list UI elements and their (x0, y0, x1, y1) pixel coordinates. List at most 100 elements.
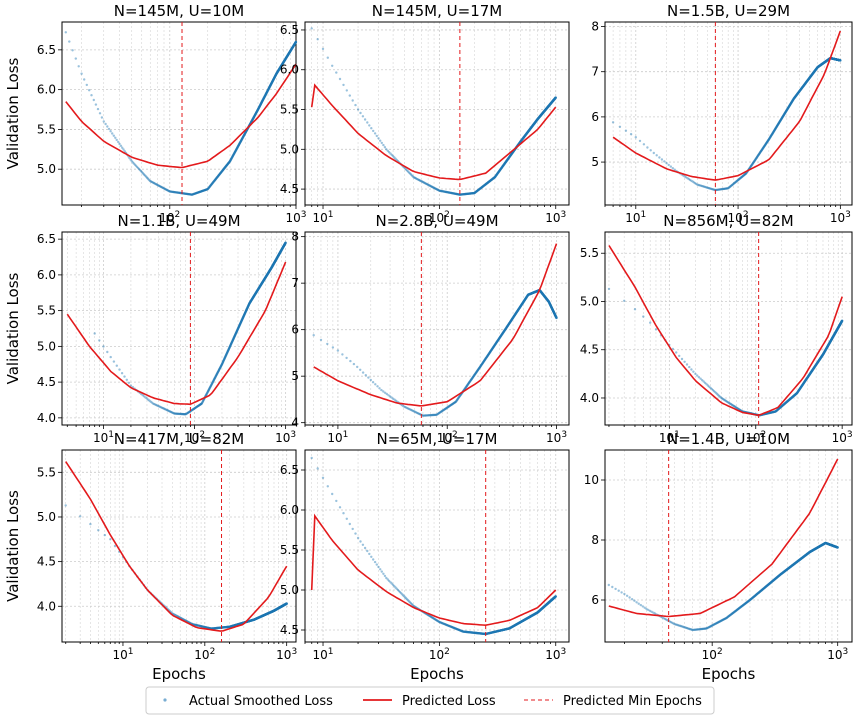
actual-loss-point (357, 108, 359, 110)
actual-loss-point (337, 349, 339, 351)
y-tick-label: 7 (591, 65, 599, 79)
y-tick-label: 6.0 (280, 63, 299, 77)
actual-loss-point (71, 49, 73, 51)
actual-loss-point (128, 382, 130, 384)
actual-loss-point (116, 365, 118, 367)
axes-frame (305, 232, 569, 425)
actual-loss-point (619, 126, 621, 128)
actual-loss-point (98, 339, 100, 341)
actual-loss-point (378, 387, 380, 389)
actual-loss-point (342, 84, 344, 86)
axes-frame (62, 232, 296, 425)
y-tick-label: 6 (591, 110, 599, 124)
actual-loss-point (311, 27, 313, 29)
actual-loss-point (110, 356, 112, 358)
actual-loss-point (345, 357, 347, 359)
actual-loss-point (359, 369, 361, 371)
actual-loss-point (90, 94, 92, 96)
actual-loss-point (365, 374, 367, 376)
y-tick-label: 4.5 (37, 375, 56, 389)
y-tick-label: 5.5 (280, 103, 299, 117)
actual-loss-point (109, 130, 111, 132)
actual-loss-point (555, 96, 557, 98)
predicted-loss-line (613, 31, 840, 180)
actual-loss-point (359, 112, 361, 114)
actual-loss-point (353, 363, 355, 365)
actual-loss-point (95, 103, 97, 105)
x-tick-label: 103 (285, 210, 306, 225)
actual-loss-point (317, 38, 319, 40)
actual-loss-point (75, 57, 77, 59)
actual-loss-point (379, 140, 381, 142)
actual-loss-point (368, 124, 370, 126)
actual-loss-point (656, 154, 658, 156)
actual-loss-point (672, 167, 674, 169)
y-tick-label: 4.5 (280, 182, 299, 196)
actual-loss-point (332, 346, 334, 348)
y-tick-label: 6.5 (37, 232, 56, 246)
actual-loss-point (295, 41, 297, 43)
actual-loss-point (366, 121, 368, 123)
actual-loss-point (384, 146, 386, 148)
actual-loss-point (356, 366, 358, 368)
actual-loss-point (108, 128, 110, 130)
y-tick-label: 6.0 (37, 83, 56, 97)
y-tick-label: 6 (291, 323, 299, 337)
actual-loss-point (372, 381, 374, 383)
actual-loss-point (80, 73, 82, 75)
actual-loss-point (114, 137, 116, 139)
subplot-title: N=1.5B, U=29M (667, 2, 790, 20)
subplot-title: N=145M, U=17M (372, 2, 502, 20)
y-tick-label: 6.5 (37, 43, 56, 57)
actual-loss-point (349, 94, 351, 96)
actual-loss-point (370, 379, 372, 381)
y-tick-label: 5 (591, 155, 599, 169)
actual-loss-point (117, 141, 119, 143)
actual-loss-point (335, 71, 337, 73)
actual-loss-point (341, 353, 343, 355)
actual-loss-point (653, 152, 655, 154)
actual-loss-point (663, 160, 665, 162)
actual-loss-point (374, 383, 376, 385)
predicted-loss-line (67, 262, 285, 404)
y-tick-label: 5.0 (37, 339, 56, 353)
actual-loss-point (650, 149, 652, 151)
y-tick-label: 4 (291, 416, 299, 430)
actual-loss-point (376, 385, 378, 387)
actual-loss-point (83, 78, 85, 80)
actual-loss-point (630, 133, 632, 135)
actual-loss-point (362, 371, 364, 373)
actual-loss-point (116, 139, 118, 141)
actual-loss-point (68, 40, 70, 42)
actual-loss-point (106, 125, 108, 127)
y-tick-label: 8 (291, 230, 299, 244)
actual-loss-point (376, 135, 378, 137)
actual-loss-point (88, 89, 90, 91)
actual-loss-point (625, 130, 627, 132)
actual-loss-point (123, 375, 125, 377)
actual-loss-point (643, 143, 645, 145)
actual-loss-point (78, 65, 80, 67)
y-tick-label: 6.0 (37, 268, 56, 282)
actual-loss-point (367, 376, 369, 378)
x-tick-label: 103 (275, 430, 296, 445)
actual-loss-point (377, 137, 379, 139)
actual-loss-point (111, 132, 113, 134)
actual-loss-point (362, 115, 364, 117)
actual-loss-point (113, 360, 115, 362)
actual-loss-point (126, 379, 128, 381)
actual-loss-point (113, 135, 115, 137)
actual-loss-point (839, 59, 841, 61)
actual-loss-point (99, 112, 101, 114)
actual-loss-point (94, 332, 96, 334)
predicted-loss-line (312, 85, 556, 179)
actual-loss-point (339, 78, 341, 80)
actual-loss-point (104, 123, 106, 125)
